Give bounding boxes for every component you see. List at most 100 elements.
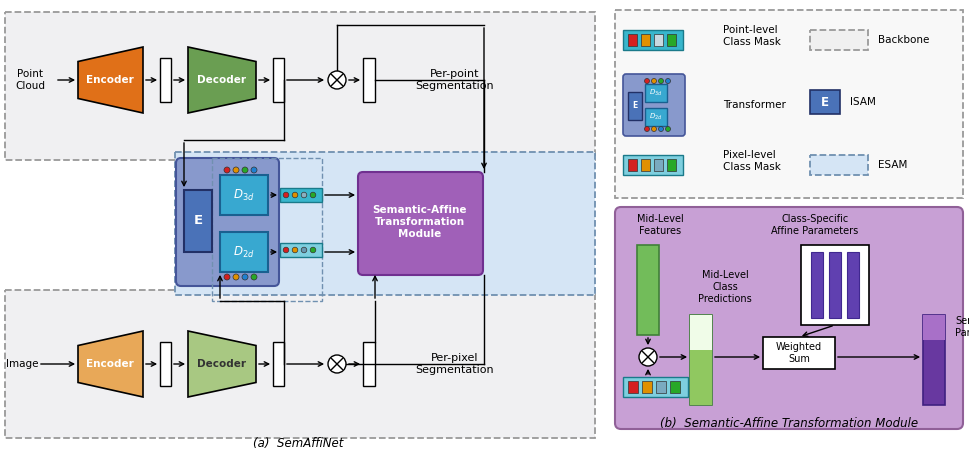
Polygon shape [78,331,143,397]
Polygon shape [78,47,143,113]
Bar [654,34,663,46]
Text: E: E [821,96,829,109]
Text: $D_{2d}$: $D_{2d}$ [234,245,255,260]
Circle shape [301,247,307,253]
Bar [628,381,638,393]
Bar [628,159,637,171]
Bar [642,381,652,393]
FancyBboxPatch shape [615,207,963,429]
Bar [628,34,637,46]
Bar [829,252,841,318]
Text: Backbone: Backbone [878,35,929,45]
Bar [656,381,666,393]
Circle shape [233,274,239,280]
Circle shape [651,126,657,131]
FancyBboxPatch shape [623,74,685,136]
Bar [645,108,667,126]
Text: E: E [194,215,203,227]
Bar [273,58,284,102]
Bar [690,315,712,350]
Bar [637,245,659,335]
Bar [801,245,869,325]
Circle shape [293,192,297,198]
Bar [667,159,676,171]
Circle shape [242,274,248,280]
Bar [623,377,688,397]
Bar [220,175,268,215]
Bar [273,342,284,386]
Bar [811,252,823,318]
Circle shape [328,71,346,89]
Text: Decoder: Decoder [198,75,246,85]
Bar [363,342,375,386]
Text: ESAM: ESAM [878,160,907,170]
Text: Weighted
Sum: Weighted Sum [776,342,822,364]
Circle shape [224,274,230,280]
Bar [923,315,945,405]
Circle shape [242,167,248,173]
Text: Semantic-Affine
Parameters: Semantic-Affine Parameters [955,316,969,338]
Text: Mid-Level
Features: Mid-Level Features [637,214,683,236]
Bar [810,155,868,175]
Circle shape [310,192,316,198]
Bar [623,155,683,175]
Bar [280,188,322,202]
Bar [641,159,650,171]
Bar [5,12,595,160]
Text: Image: Image [6,359,38,369]
Bar [212,158,322,301]
Circle shape [328,355,346,373]
Polygon shape [188,47,256,113]
Bar [280,243,322,257]
Text: Per-point
Segmentation: Per-point Segmentation [416,69,494,91]
Bar [667,34,676,46]
Circle shape [251,167,257,173]
Circle shape [251,274,257,280]
Bar [184,190,212,252]
Bar [690,315,712,405]
Circle shape [659,126,664,131]
Bar [670,381,680,393]
Circle shape [659,78,664,83]
Circle shape [293,247,297,253]
Bar [220,232,268,272]
Circle shape [651,78,657,83]
Bar [810,90,840,114]
Text: (b)  Semantic-Affine Transformation Module: (b) Semantic-Affine Transformation Modul… [660,418,918,430]
Bar [654,159,663,171]
Text: Point
Cloud: Point Cloud [15,69,45,91]
Text: (a)  SemAffiNet: (a) SemAffiNet [253,438,343,450]
Text: Encoder: Encoder [86,359,134,369]
Circle shape [666,78,671,83]
Text: Pixel-level
Class Mask: Pixel-level Class Mask [723,150,781,172]
Bar [160,342,171,386]
FancyBboxPatch shape [358,172,483,275]
Text: Decoder: Decoder [198,359,246,369]
Bar [160,58,171,102]
Bar [175,152,595,295]
Text: Encoder: Encoder [86,75,134,85]
Text: E: E [633,101,638,111]
Bar [363,58,375,102]
Text: Mid-Level
Class
Predictions: Mid-Level Class Predictions [698,270,752,304]
Circle shape [283,192,289,198]
Bar [641,34,650,46]
Polygon shape [188,331,256,397]
Circle shape [310,247,316,253]
Circle shape [644,126,649,131]
Circle shape [233,167,239,173]
Text: Per-pixel
Segmentation: Per-pixel Segmentation [416,353,494,375]
Bar [623,30,683,50]
Bar [763,337,835,369]
FancyBboxPatch shape [176,158,279,286]
Bar [615,10,963,198]
Text: $D_{3d}$: $D_{3d}$ [234,188,255,202]
Bar [628,92,642,120]
Bar [847,252,859,318]
Circle shape [301,192,307,198]
Bar [923,315,945,340]
Circle shape [283,247,289,253]
Bar [810,30,868,50]
Text: $D_{2d}$: $D_{2d}$ [649,112,663,122]
Bar [645,84,667,102]
